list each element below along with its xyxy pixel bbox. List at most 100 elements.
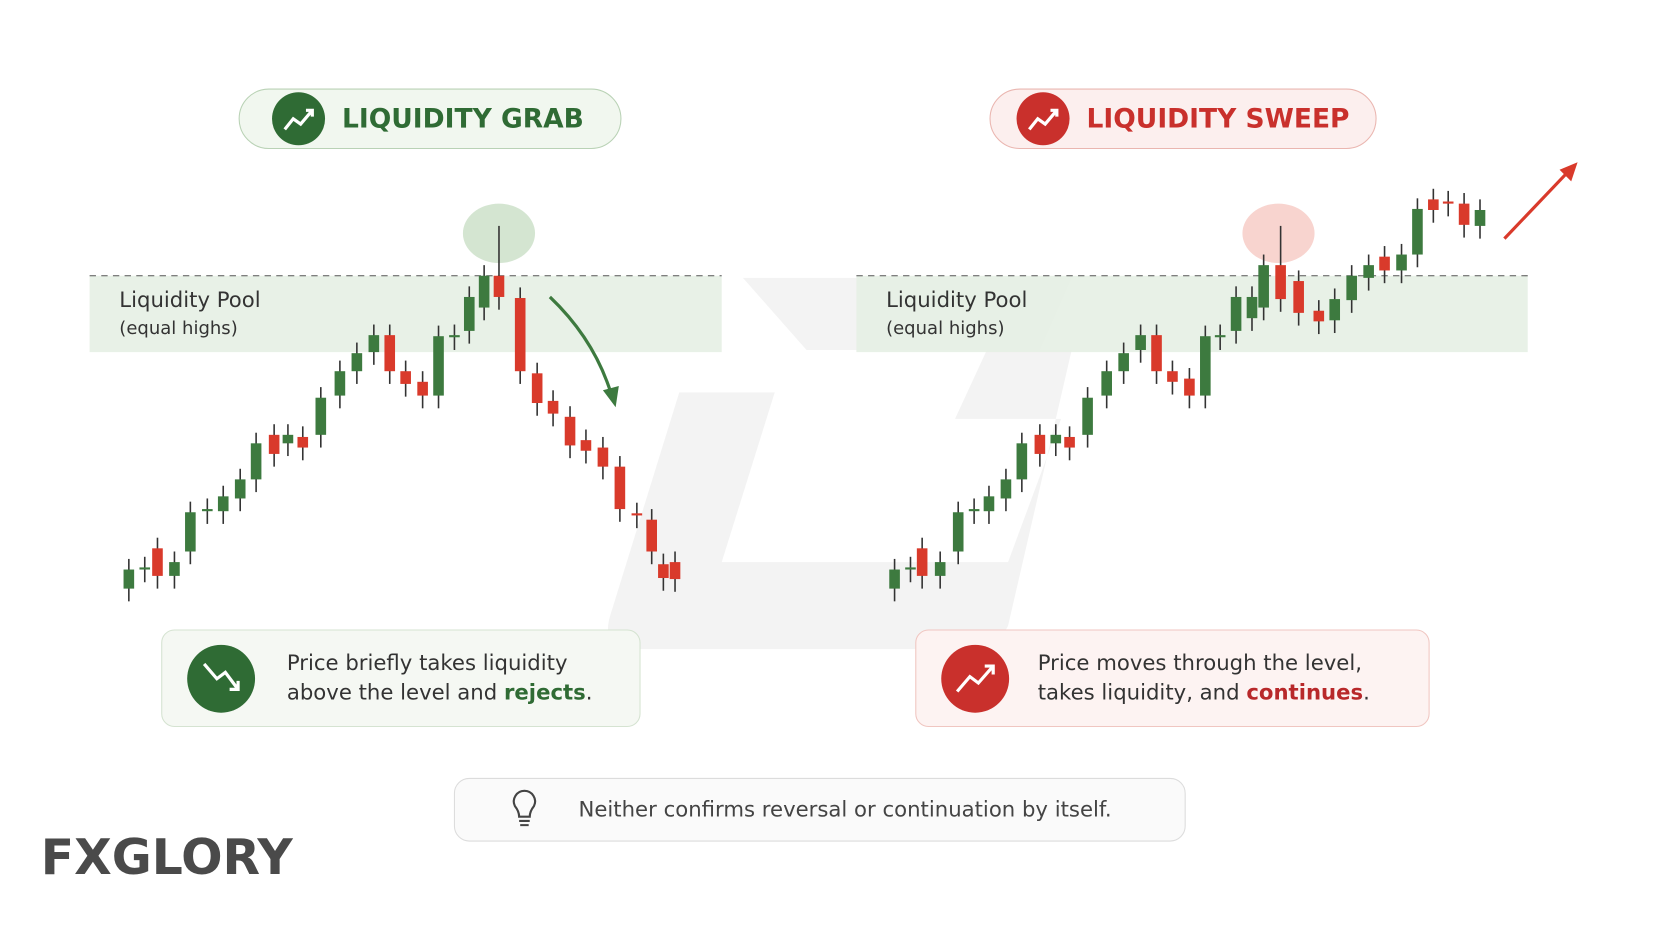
- candle-body: [1184, 378, 1195, 396]
- candle-body: [169, 562, 180, 576]
- candles: [123, 188, 1486, 602]
- note: Neither confirms reversal or continuatio…: [579, 797, 1112, 822]
- candle-body: [1379, 256, 1390, 271]
- candle-body: [1293, 281, 1304, 313]
- candle-body: [315, 397, 327, 435]
- candle-body: [1275, 265, 1286, 300]
- candle-body: [564, 416, 576, 446]
- highlight: [1242, 203, 1315, 264]
- candle-body: [334, 371, 346, 396]
- candle-body: [1412, 208, 1423, 255]
- caption-emphasis: continues: [1246, 681, 1363, 706]
- candle-body: [123, 569, 135, 589]
- candle-body: [1230, 296, 1242, 331]
- candle-body: [580, 440, 592, 451]
- candle-body: [297, 436, 309, 448]
- caption: takes liquidity, and continues.: [1038, 681, 1370, 706]
- candle-body: [614, 466, 626, 510]
- candle-body: [658, 564, 669, 579]
- candle-body: [463, 296, 475, 331]
- arrow: [1503, 170, 1570, 240]
- title-pill: [238, 88, 622, 150]
- caption-end: .: [586, 681, 593, 706]
- title-pill: [989, 88, 1377, 150]
- candle-body: [234, 479, 246, 499]
- candle-body: [202, 509, 213, 512]
- caption-end: .: [1363, 681, 1370, 706]
- pool-sub: (equal highs): [886, 318, 1004, 339]
- panel-title: LIQUIDITY GRAB: [342, 103, 584, 134]
- candle-body: [934, 562, 946, 576]
- pool-label: Liquidity Pool: [119, 288, 260, 313]
- candle-body: [1050, 434, 1062, 444]
- candle-body: [384, 335, 396, 372]
- candle-body: [669, 562, 681, 580]
- candle-body: [1474, 209, 1486, 226]
- pool-label: Liquidity Pool: [886, 288, 1027, 313]
- pool-band: [856, 275, 1528, 353]
- candle-body: [250, 443, 262, 480]
- candle-body: [597, 447, 609, 467]
- candle-body: [1135, 335, 1146, 350]
- candle-body: [268, 434, 280, 454]
- candle-body: [889, 569, 900, 589]
- candle-body: [1246, 296, 1258, 319]
- candle-body: [1118, 353, 1129, 372]
- icon-glyph: [955, 664, 995, 693]
- candle-body: [493, 275, 505, 297]
- candle-body: [1064, 436, 1075, 448]
- candle-body: [185, 512, 196, 552]
- candle-body: [217, 496, 229, 512]
- icon: [187, 644, 256, 713]
- candle-body: [1329, 299, 1341, 321]
- candle-body: [514, 298, 526, 372]
- candle-body: [449, 335, 460, 338]
- arrow-head: [602, 386, 619, 408]
- arrow-head: [1559, 162, 1578, 182]
- candle-body: [433, 336, 444, 396]
- candle-body: [1082, 397, 1093, 435]
- bulb-icon: [512, 789, 537, 827]
- icon-glyph: [1028, 108, 1059, 131]
- candle-body: [139, 567, 151, 570]
- candle-body: [1000, 479, 1012, 499]
- caption-emphasis: rejects: [504, 681, 586, 706]
- candle-body: [905, 567, 916, 570]
- candle-body: [1363, 265, 1374, 278]
- candle-body: [478, 275, 490, 308]
- icon: [272, 92, 326, 146]
- panel-title: LIQUIDITY SWEEP: [1087, 103, 1350, 134]
- arrow: [548, 295, 613, 396]
- caption: above the level and rejects.: [287, 681, 593, 706]
- note-box: [453, 777, 1186, 842]
- candle-body: [983, 496, 995, 512]
- caption-box: [161, 629, 641, 728]
- icon-glyph: [202, 662, 240, 691]
- caption-text: above the level and: [287, 681, 497, 706]
- candle-body: [417, 381, 428, 396]
- candle-body: [646, 519, 658, 552]
- logo: FXGLORY: [41, 829, 294, 886]
- caption: Price briefly takes liquidity: [287, 651, 568, 676]
- candle-body: [1034, 434, 1046, 454]
- candle-body: [368, 335, 380, 353]
- candle-body: [547, 400, 559, 414]
- pool-band: [89, 275, 722, 353]
- candle-body: [1258, 265, 1269, 308]
- candle-body: [282, 434, 294, 444]
- candle-body: [968, 509, 980, 512]
- icon: [1016, 92, 1070, 146]
- caption: Price moves through the level,: [1038, 651, 1362, 676]
- candle-body: [1313, 310, 1325, 322]
- candle-body: [1151, 335, 1162, 372]
- candle-body: [952, 512, 964, 552]
- candle-body: [1214, 335, 1226, 338]
- candle-body: [631, 513, 643, 516]
- candle-body: [1428, 199, 1439, 210]
- candle-body: [1101, 371, 1112, 396]
- candle-body: [1442, 201, 1454, 204]
- candle-body: [916, 548, 928, 576]
- candle-body: [531, 373, 543, 404]
